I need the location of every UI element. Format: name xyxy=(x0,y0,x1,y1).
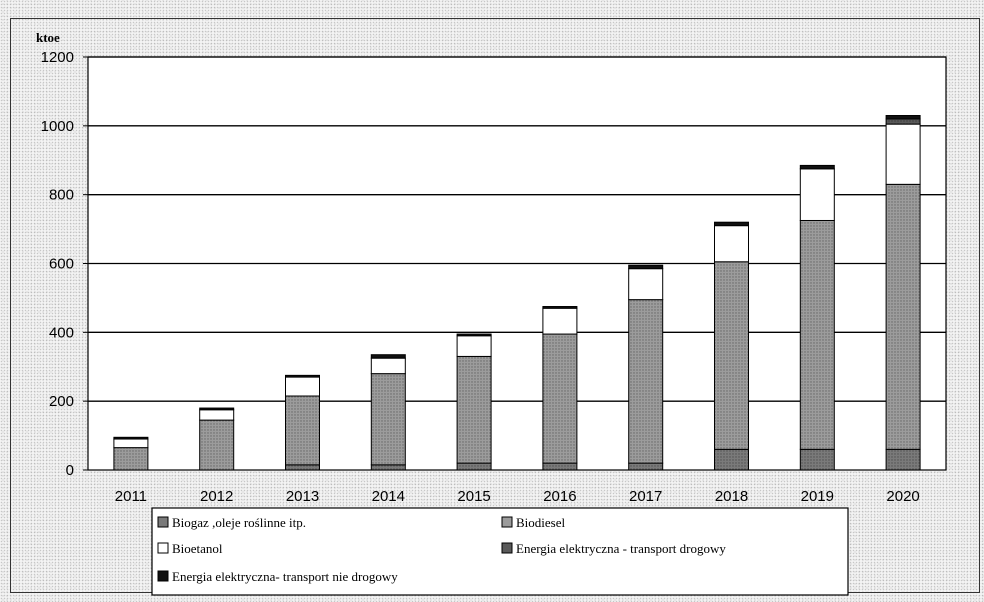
bar-segment-texture xyxy=(714,449,749,470)
bar-segment xyxy=(799,164,835,170)
bar-segment-texture xyxy=(800,220,835,450)
bar-segment-texture xyxy=(457,463,492,470)
bar-segment-texture xyxy=(542,334,577,464)
x-tick-label: 2014 xyxy=(372,488,405,505)
legend-label: Biodiesel xyxy=(516,515,565,530)
bar-segment-texture xyxy=(371,373,406,465)
bar-segment xyxy=(370,357,406,375)
bar-segment xyxy=(628,264,664,270)
x-tick-label: 2011 xyxy=(115,488,147,505)
y-axis-unit-label: ktoe xyxy=(36,30,60,45)
y-tick-label: 0 xyxy=(66,462,74,479)
bar-segment-texture xyxy=(714,261,749,450)
legend-swatch xyxy=(157,516,169,528)
bar-segment xyxy=(628,268,664,301)
legend-swatch xyxy=(501,542,513,554)
y-tick-label: 400 xyxy=(49,324,74,341)
bar-segment-texture xyxy=(285,464,320,470)
bar-segment-texture xyxy=(886,118,921,125)
bar-segment xyxy=(714,221,749,227)
bar-segment xyxy=(885,123,921,185)
bar-segment-texture xyxy=(628,299,663,464)
bar-segment-texture xyxy=(285,396,320,465)
legend-swatch xyxy=(501,516,513,528)
bar-segment xyxy=(714,225,749,263)
x-tick-label: 2012 xyxy=(200,488,233,505)
x-tick-label: 2017 xyxy=(629,488,662,505)
legend-swatch xyxy=(157,570,169,582)
bar-segment xyxy=(199,407,235,411)
x-tick-label: 2016 xyxy=(543,488,576,505)
bar-segment-texture xyxy=(199,420,234,470)
bar-segment-texture xyxy=(628,463,663,470)
legend-label: Energia elektryczna- transport nie drogo… xyxy=(172,569,398,584)
legend-label: Bioetanol xyxy=(172,541,223,556)
x-tick-label: 2020 xyxy=(886,488,919,505)
bar-segment xyxy=(456,335,492,357)
x-tick-label: 2013 xyxy=(286,488,319,505)
bar-segment-texture xyxy=(886,449,921,470)
legend-label: Energia elektryczna - transport drogowy xyxy=(516,541,726,556)
x-tick-label: 2019 xyxy=(801,488,834,505)
bar-segment xyxy=(456,333,492,337)
bar-segment xyxy=(199,409,235,421)
bar-segment xyxy=(285,376,320,397)
bar-segment xyxy=(885,115,921,120)
bar-segment xyxy=(370,354,406,359)
bar-segment xyxy=(113,436,149,440)
y-tick-label: 600 xyxy=(49,256,74,273)
legend-swatch xyxy=(157,542,169,554)
bar-segment-texture xyxy=(800,449,835,470)
bar-segment-texture xyxy=(457,356,492,464)
bar-segment-texture xyxy=(113,447,148,470)
bar-segment xyxy=(285,374,320,378)
x-tick-label: 2018 xyxy=(715,488,748,505)
y-tick-label: 800 xyxy=(49,187,74,204)
y-tick-label: 200 xyxy=(49,393,74,410)
bar-segment-texture xyxy=(371,464,406,470)
y-tick-label: 1200 xyxy=(41,49,74,66)
bar-segment xyxy=(113,438,149,449)
legend-label: Biogaz ,oleje roślinne itp. xyxy=(172,515,306,530)
x-tick-label: 2015 xyxy=(457,488,490,505)
legend-box xyxy=(151,507,849,596)
bar-segment-texture xyxy=(542,463,577,470)
bar-segment xyxy=(542,307,578,335)
bar-segment xyxy=(799,168,835,221)
bar-segment xyxy=(542,306,578,309)
y-tick-label: 1000 xyxy=(41,118,74,135)
bar-segment-texture xyxy=(886,184,921,450)
